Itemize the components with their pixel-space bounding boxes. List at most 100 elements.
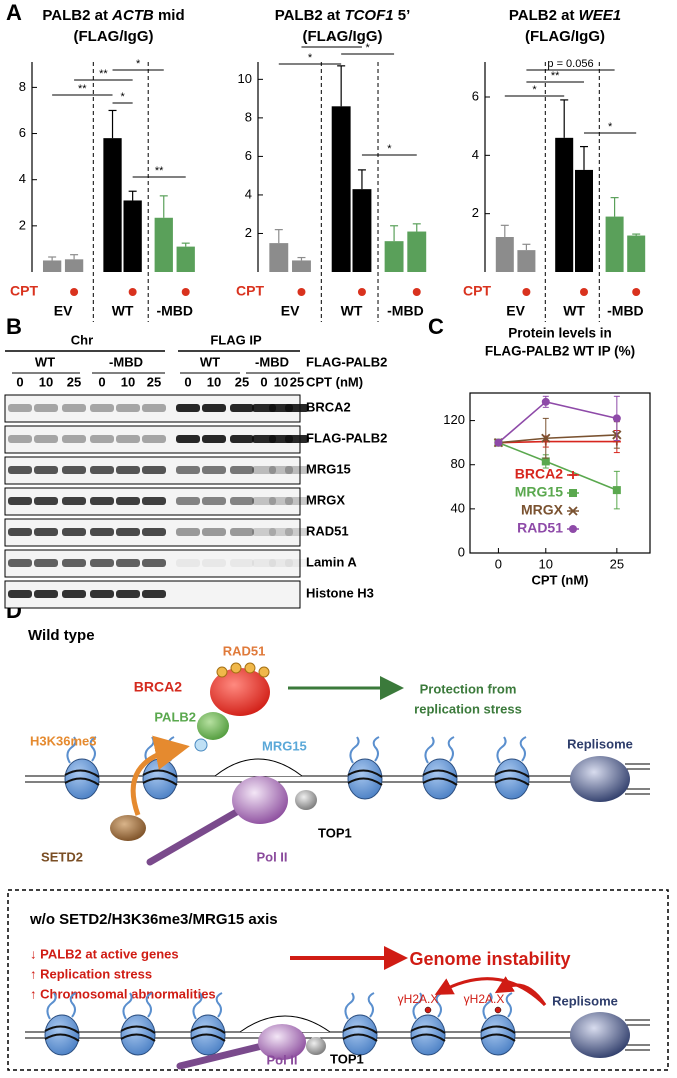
- lane-label: 0: [16, 374, 23, 389]
- treatment-dot: [580, 288, 588, 296]
- blot-band: [285, 528, 309, 536]
- blot-band: [34, 528, 58, 536]
- bar: [64, 259, 84, 272]
- label: PALB2: [154, 709, 196, 724]
- replisome: [570, 1012, 630, 1058]
- blot-band: [90, 559, 114, 567]
- blot-band: [142, 528, 166, 536]
- blot-band: [230, 466, 254, 474]
- chart-title: PALB2 at ACTB mid: [42, 7, 184, 24]
- marker: [541, 433, 551, 443]
- significance-label: **: [327, 35, 336, 47]
- y-tick-label: 2: [472, 205, 479, 220]
- blot-band: [285, 466, 309, 474]
- legend-marker: [569, 525, 577, 533]
- label: TOP1: [318, 825, 352, 840]
- chart-title: Protein levels in: [508, 326, 612, 341]
- blot-band: [62, 590, 86, 598]
- lane-label: 10: [207, 374, 221, 389]
- bar: [154, 217, 173, 272]
- y-tick-label: 8: [19, 79, 26, 94]
- nucleosome: [347, 736, 383, 800]
- title-part: PALB2 at: [509, 7, 579, 24]
- title-part: TCOF1: [344, 7, 393, 24]
- bar: [575, 169, 593, 272]
- pol2-ctd: [176, 1042, 266, 1070]
- blot-band: [62, 466, 86, 474]
- methylation-arrow: [130, 735, 190, 816]
- lane-label: 10: [274, 374, 288, 389]
- row-label: MRG15: [306, 461, 351, 476]
- row-label: FLAG-PALB2: [306, 430, 387, 445]
- blot-band: [285, 404, 309, 412]
- y-tick-label: 120: [443, 412, 465, 427]
- blot-band: [202, 435, 226, 443]
- blot-band: [142, 466, 166, 474]
- effect: ↓ PALB2 at active genes: [30, 946, 179, 961]
- blot-band: [34, 497, 58, 505]
- blot-band: [230, 497, 254, 505]
- top1: [295, 790, 317, 810]
- lane-label: 10: [39, 374, 53, 389]
- row-label: Lamin A: [306, 554, 357, 569]
- significance-label: *: [120, 91, 125, 103]
- marker: [541, 457, 550, 466]
- label: Protection from: [420, 681, 517, 696]
- legend-marker: [568, 506, 578, 516]
- significance-label: *: [608, 121, 613, 133]
- title-part: mid: [154, 7, 185, 24]
- blot-band: [62, 497, 86, 505]
- label: Pol II: [256, 849, 287, 864]
- blot-group: Chr: [71, 332, 93, 347]
- blot-band: [116, 559, 140, 567]
- nucleosome: [342, 992, 378, 1056]
- blot-band: [62, 435, 86, 443]
- group-label: -MBD: [607, 303, 644, 319]
- blot-band: [34, 435, 58, 443]
- blot-band: [8, 466, 32, 474]
- y-tick-label: 6: [19, 125, 26, 140]
- blot-band: [62, 559, 86, 567]
- blot-subgroup: -MBD: [255, 354, 289, 369]
- panel-label: A: [6, 0, 22, 25]
- construct-label: FLAG-PALB2: [306, 354, 387, 369]
- phospho-mark: [494, 1006, 502, 1014]
- y-tick-label: 6: [472, 88, 479, 103]
- title-part: PALB2 at: [42, 7, 112, 24]
- label: MRG15: [262, 738, 307, 753]
- legend-label: MRGX: [521, 502, 564, 518]
- blot-band: [230, 528, 254, 536]
- brca2: [210, 668, 270, 716]
- significance-label: **: [155, 165, 164, 177]
- blot-band: [285, 435, 309, 443]
- bar: [331, 106, 351, 273]
- nucleosome: [422, 736, 458, 800]
- blot-band: [269, 528, 293, 536]
- cpt-label: CPT (nM): [306, 374, 363, 389]
- nucleosome: [494, 736, 530, 800]
- lane-label: 0: [98, 374, 105, 389]
- blot-band: [8, 590, 32, 598]
- blot-band: [34, 559, 58, 567]
- palb2: [197, 712, 229, 740]
- treatment-label: CPT: [463, 283, 491, 299]
- blot-band: [176, 435, 200, 443]
- blot-band: [34, 466, 58, 474]
- blot-band: [90, 435, 114, 443]
- bar: [407, 231, 427, 272]
- panel-label: B: [6, 314, 22, 339]
- significance-label: *: [308, 52, 313, 64]
- y-tick-label: 0: [458, 544, 465, 559]
- blot-band: [230, 559, 254, 567]
- title-part: 5’: [394, 7, 411, 24]
- blot-band: [8, 528, 32, 536]
- top1: [306, 1037, 326, 1055]
- chart-title: PALB2 at TCOF1 5’: [275, 7, 411, 24]
- lane-label: 25: [235, 374, 249, 389]
- blot-band: [176, 404, 200, 412]
- nucleosome: [142, 736, 178, 800]
- blot-band: [116, 497, 140, 505]
- label: TOP1: [330, 1051, 364, 1066]
- significance-label: **: [99, 68, 108, 80]
- blot-band: [202, 497, 226, 505]
